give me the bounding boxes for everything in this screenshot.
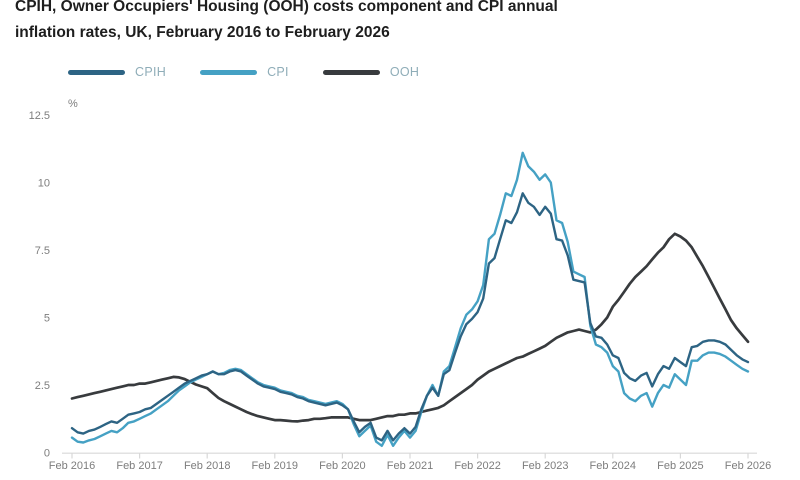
x-tick-label: Feb 2022 [454,460,500,472]
cpi-legend-swatch [200,69,258,75]
ooh-line [70,232,750,423]
y-tick-label-5: 5 [44,313,50,325]
ooh-legend-label: OOH [389,65,420,79]
cpih-legend-swatch [68,69,125,75]
y-axis-unit-label: % [68,98,78,110]
legend-item-cpi: CPI [200,65,289,79]
x-tick-label: Feb 2026 [725,460,771,472]
y-tick-label-2.5: 2.5 [35,380,50,392]
x-tick-label: Feb 2020 [319,460,365,472]
ooh-legend-swatch [322,69,380,75]
x-tick-label: Feb 2019 [252,460,298,472]
chart-title: CPIH, Owner Occupiers' Housing (OOH) cos… [15,0,715,46]
chart-legend: CPIH CPI OOH [68,65,419,79]
y-tick-label-10: 10 [38,178,50,190]
x-tick-label: Feb 2016 [49,460,95,472]
x-tick-label: Feb 2018 [184,460,230,472]
legend-item-ooh: OOH [322,65,420,79]
cpi-line [70,151,750,447]
x-tick-label: Feb 2024 [590,460,636,472]
x-tick-label: Feb 2021 [387,460,433,472]
y-tick-label-12.5: 12.5 [29,110,50,122]
legend-item-cpih: CPIH [68,65,166,79]
x-tick-label: Feb 2023 [522,460,568,472]
x-tick-label: Feb 2025 [657,460,703,472]
cpih-line [70,192,750,442]
chart-title-line-1: CPIH, Owner Occupiers' Housing (OOH) cos… [15,0,558,15]
chart-title-line-2: inflation rates, UK, February 2016 to Fe… [15,24,390,41]
cpih-legend-label: CPIH [135,65,167,79]
y-tick-label-0: 0 [44,448,50,460]
cpi-legend-label: CPI [267,65,289,79]
y-tick-label-7.5: 7.5 [35,245,50,257]
x-tick-label: Feb 2017 [116,460,162,472]
